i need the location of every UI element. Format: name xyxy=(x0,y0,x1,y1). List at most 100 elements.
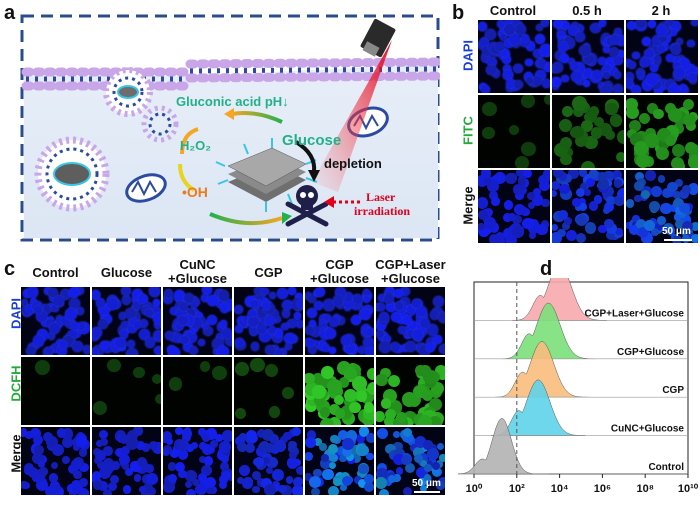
cell-nucleus xyxy=(350,314,361,325)
cell-nucleus xyxy=(245,442,256,453)
cell-nucleus xyxy=(498,28,509,39)
cell-nucleus xyxy=(177,448,189,460)
cell-nucleus xyxy=(52,294,65,307)
histogram-cgp-laser-glucose xyxy=(512,278,607,321)
cell-nucleus xyxy=(396,411,408,424)
cell-nucleus xyxy=(682,99,694,111)
cell-nucleus xyxy=(131,288,144,301)
cell-nucleus xyxy=(366,381,374,395)
cell-nucleus xyxy=(580,119,593,132)
cell-nucleus xyxy=(314,287,325,298)
cell-nucleus xyxy=(691,20,698,26)
cell-nucleus xyxy=(267,309,280,321)
cell-nucleus xyxy=(354,475,363,484)
cell-nucleus xyxy=(503,37,514,48)
cell-nucleus xyxy=(176,308,187,320)
cell-nucleus xyxy=(418,476,428,486)
cell-nucleus xyxy=(252,485,260,494)
cell-nucleus xyxy=(509,124,520,135)
cell-nucleus xyxy=(559,54,569,63)
cell-nucleus xyxy=(92,480,102,491)
cell-nucleus xyxy=(664,135,676,146)
cell-nucleus xyxy=(502,228,514,239)
cell-nucleus xyxy=(73,470,82,479)
cell-nucleus xyxy=(617,187,624,199)
cell-nucleus xyxy=(168,346,181,355)
cell-nucleus xyxy=(604,219,614,229)
cell-nucleus xyxy=(376,373,389,387)
cell-nucleus xyxy=(645,170,656,181)
cell-nucleus xyxy=(361,290,372,302)
cell-nucleus xyxy=(176,322,184,331)
cell-nucleus xyxy=(310,326,322,337)
cell-nucleus xyxy=(671,234,683,243)
cell-nucleus xyxy=(333,394,344,406)
cell-nucleus xyxy=(51,461,59,469)
cell-nucleus xyxy=(326,379,342,394)
cell-nucleus xyxy=(512,214,522,225)
cell-nucleus xyxy=(276,287,288,299)
cell-nucleus xyxy=(662,187,673,198)
cell-nucleus xyxy=(262,429,275,441)
cell-nucleus xyxy=(21,428,27,436)
cell-nucleus xyxy=(379,340,392,353)
cell-nucleus xyxy=(169,449,180,459)
cell-nucleus xyxy=(392,473,401,483)
cell-nucleus xyxy=(135,462,148,475)
cell-nucleus xyxy=(376,477,387,489)
cell-nucleus xyxy=(414,436,427,449)
cell-nucleus xyxy=(485,29,497,41)
cell-nucleus xyxy=(626,98,639,111)
cell-nucleus xyxy=(626,20,637,31)
cell-nucleus xyxy=(305,400,317,413)
cell-nucleus xyxy=(397,325,407,335)
cell-nucleus xyxy=(192,478,200,487)
cell-nucleus xyxy=(635,171,645,181)
cell-nucleus xyxy=(238,433,247,441)
cell-nucleus xyxy=(120,321,129,330)
cell-nucleus xyxy=(238,442,248,452)
cell-nucleus xyxy=(178,469,187,479)
flow-cytometry-chart: CGP+Laser+Glucose CGP+Glucose CGP CuNC+Gluc… xyxy=(458,278,698,495)
cell-nucleus xyxy=(335,408,346,419)
cell-nucleus xyxy=(478,174,489,187)
cell-nucleus xyxy=(56,318,64,326)
cell-nucleus xyxy=(114,337,126,349)
cell-nucleus xyxy=(37,461,45,469)
cell-nucleus xyxy=(683,73,691,81)
cell-nucleus xyxy=(92,327,102,338)
cell-nucleus xyxy=(289,450,297,459)
cell-nucleus xyxy=(170,306,178,315)
cell-nucleus xyxy=(268,433,279,444)
panel-letter-b: b xyxy=(452,2,465,24)
cell-nucleus xyxy=(108,463,117,472)
cell-nucleus xyxy=(651,227,660,236)
cell-nucleus xyxy=(98,429,109,440)
cell-nucleus xyxy=(213,347,221,355)
cell-nucleus xyxy=(486,64,497,75)
cell-nucleus xyxy=(432,335,442,344)
cell-nucleus xyxy=(163,447,170,456)
cell-nucleus xyxy=(392,441,403,452)
cell-nucleus xyxy=(478,196,489,209)
cell-nucleus xyxy=(163,289,173,299)
cell-nucleus xyxy=(557,41,568,53)
cell-nucleus xyxy=(273,315,281,324)
cell-nucleus xyxy=(319,407,330,418)
cell-nucleus xyxy=(195,312,204,321)
cell-nucleus xyxy=(691,222,698,232)
cell-nucleus xyxy=(673,213,682,221)
cell-nucleus xyxy=(264,363,278,377)
cell-nucleus xyxy=(356,390,368,402)
cell-nucleus xyxy=(543,170,550,179)
cell-nucleus xyxy=(190,441,199,450)
cell-nucleus xyxy=(644,219,656,231)
cell-nucleus xyxy=(259,330,271,343)
cell-nucleus xyxy=(541,198,550,207)
cell-nucleus xyxy=(107,481,117,492)
cell-nucleus xyxy=(342,438,354,450)
cell-nucleus xyxy=(682,185,691,194)
c-micrograph xyxy=(305,287,374,355)
cell-nucleus xyxy=(567,57,576,66)
cell-nucleus xyxy=(539,174,550,185)
